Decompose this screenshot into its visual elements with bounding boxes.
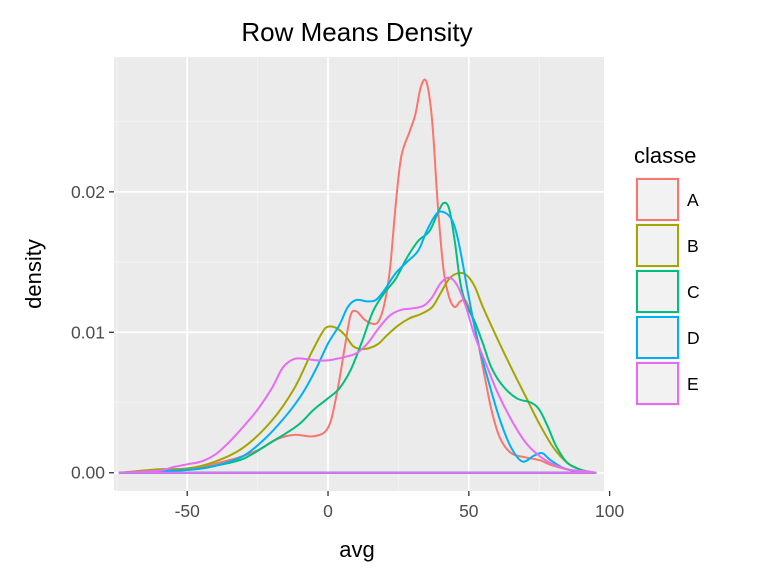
series-line-a (118, 78, 597, 474)
chart-title: Row Means Density (241, 17, 472, 47)
legend-item-a: A (635, 177, 699, 222)
legend-item-b: B (635, 223, 699, 268)
legend-label: D (687, 328, 700, 348)
series-line-c (118, 201, 597, 474)
x-axis: -50 0 50 100 (175, 491, 624, 521)
legend-item-d: D (635, 315, 700, 360)
x-tick-label: 0 (323, 501, 333, 521)
legend-label: C (687, 282, 700, 302)
legend-key-swatch (636, 178, 679, 221)
legend-key-swatch (636, 316, 679, 359)
y-axis-title: density (21, 239, 46, 309)
series-line-d (118, 210, 597, 474)
legend-item-c: C (635, 269, 700, 314)
x-tick-label: -50 (175, 501, 201, 521)
plot-panel (114, 57, 604, 491)
legend-title: classe (634, 143, 696, 168)
legend-label: A (687, 190, 699, 210)
legend-label: B (687, 236, 699, 256)
y-tick-label: 0.02 (71, 182, 105, 202)
legend-label: E (687, 374, 699, 394)
y-axis: 0.00 0.01 0.02 (71, 182, 114, 483)
y-tick-label: 0.01 (71, 322, 105, 342)
legend: classe A B C D E (634, 143, 700, 406)
legend-item-e: E (635, 361, 699, 406)
series-line-b (118, 271, 597, 474)
series-lines (118, 78, 597, 474)
legend-key-swatch (636, 224, 679, 267)
series-line-e (118, 276, 597, 474)
x-tick-label: 100 (595, 501, 624, 521)
y-tick-label: 0.00 (71, 463, 105, 483)
x-axis-title: avg (339, 537, 374, 562)
legend-key-swatch (636, 362, 679, 405)
x-tick-label: 50 (459, 501, 479, 521)
legend-key-swatch (636, 270, 679, 313)
